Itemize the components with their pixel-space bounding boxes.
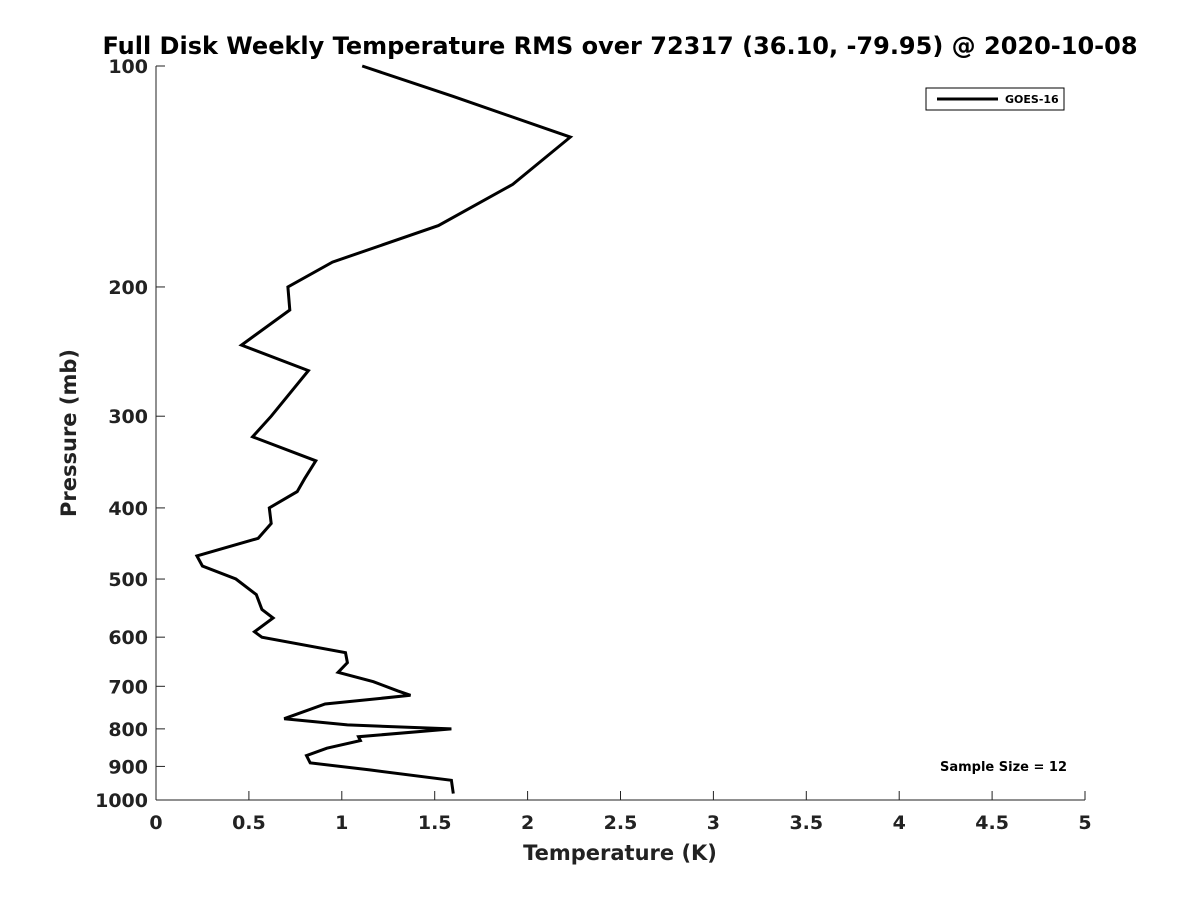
y-tick-label: 200 <box>108 277 148 299</box>
x-tick-label: 3.5 <box>789 812 823 834</box>
series-layer <box>194 64 574 794</box>
x-tick-label: 1.5 <box>418 812 452 834</box>
y-tick-label: 700 <box>108 676 148 698</box>
y-tick-label: 300 <box>108 406 148 428</box>
y-tick-label: 100 <box>108 56 148 78</box>
x-tick-label: 3 <box>707 812 720 834</box>
x-tick-label: 2.5 <box>604 812 638 834</box>
x-tick-label: 2 <box>521 812 534 834</box>
y-tick-label: 500 <box>108 569 148 591</box>
x-tick-label: 1 <box>335 812 348 834</box>
x-tick-label: 5 <box>1078 812 1091 834</box>
x-tick-label: 0.5 <box>232 812 266 834</box>
legend-label: GOES-16 <box>1005 93 1059 106</box>
sample-size-annotation: Sample Size = 12 <box>940 760 1067 775</box>
x-tick-label: 4.5 <box>975 812 1009 834</box>
legend: GOES-16 <box>925 87 1065 111</box>
y-tick-label: 900 <box>108 756 148 778</box>
x-tick-label: 4 <box>893 812 906 834</box>
x-tick-label: 0 <box>149 812 162 834</box>
y-axis-ticks: 100 200 300 400 500 600 700 800 900 1000 <box>95 56 165 812</box>
y-tick-label: 400 <box>108 498 148 520</box>
series-line-0 <box>194 64 574 794</box>
y-tick-label: 600 <box>108 627 148 649</box>
y-tick-label: 1000 <box>95 790 148 812</box>
y-axis-label: Pressure (mb) <box>57 349 81 517</box>
chart-title: Full Disk Weekly Temperature RMS over 72… <box>102 32 1137 60</box>
x-axis-label: Temperature (K) <box>523 841 717 865</box>
y-tick-label: 800 <box>108 719 148 741</box>
x-axis-ticks: 0 0.5 1 1.5 2 2.5 3 3.5 4 4.5 5 <box>149 791 1092 834</box>
